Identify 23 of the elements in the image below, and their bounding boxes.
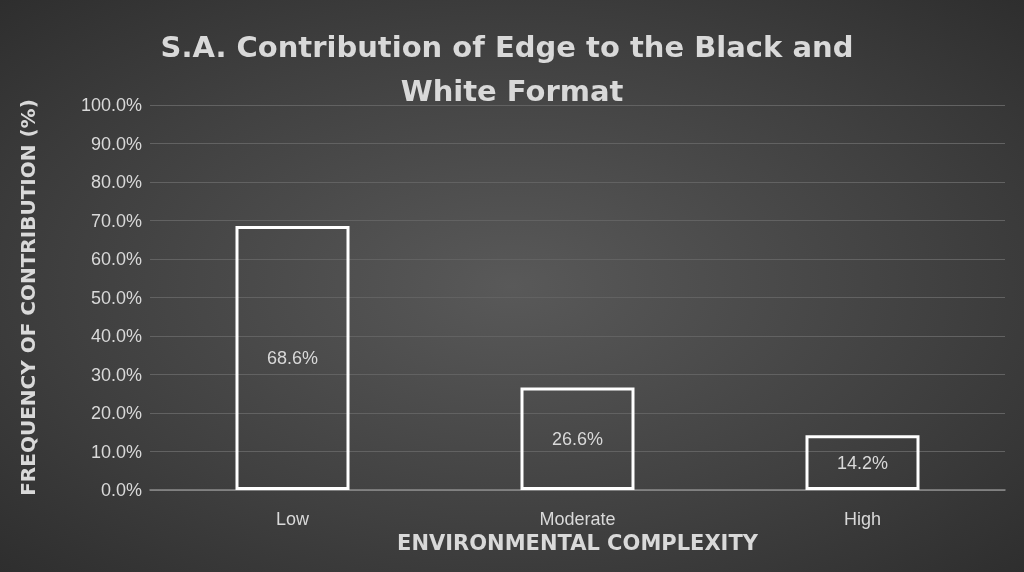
- y-axis-title: FREQUENCY OF CONTRIBUTION (%): [16, 99, 40, 496]
- bar: [520, 387, 635, 490]
- y-tick-label: 70.0%: [90, 210, 142, 231]
- y-tick-label: 30.0%: [90, 364, 142, 385]
- bar: [805, 435, 920, 490]
- data-label: 14.2%: [836, 452, 889, 473]
- y-tick-label: 0.0%: [100, 480, 142, 500]
- y-tick-label: 40.0%: [90, 326, 142, 346]
- x-tick-label: Moderate: [539, 509, 616, 529]
- y-tick-label: 60.0%: [90, 249, 142, 269]
- x-axis-title: ENVIRONMENTAL COMPLEXITY: [397, 531, 759, 556]
- chart-title: S.A. Contribution of Edge to the Black and White Format: [160, 30, 864, 108]
- y-tick-label: 10.0%: [90, 441, 142, 462]
- y-tick-label: 90.0%: [90, 133, 142, 154]
- y-tick-label: 20.0%: [90, 403, 142, 423]
- y-tick-label: 80.0%: [90, 172, 142, 192]
- data-label: 68.6%: [266, 347, 319, 368]
- bar: [235, 225, 350, 490]
- y-tick-label: 50.0%: [90, 287, 142, 308]
- x-tick-label: Low: [275, 509, 311, 529]
- y-tick-label: 100.0%: [80, 95, 142, 115]
- data-label: 26.6%: [551, 428, 604, 449]
- x-tick-label: High: [843, 509, 882, 529]
